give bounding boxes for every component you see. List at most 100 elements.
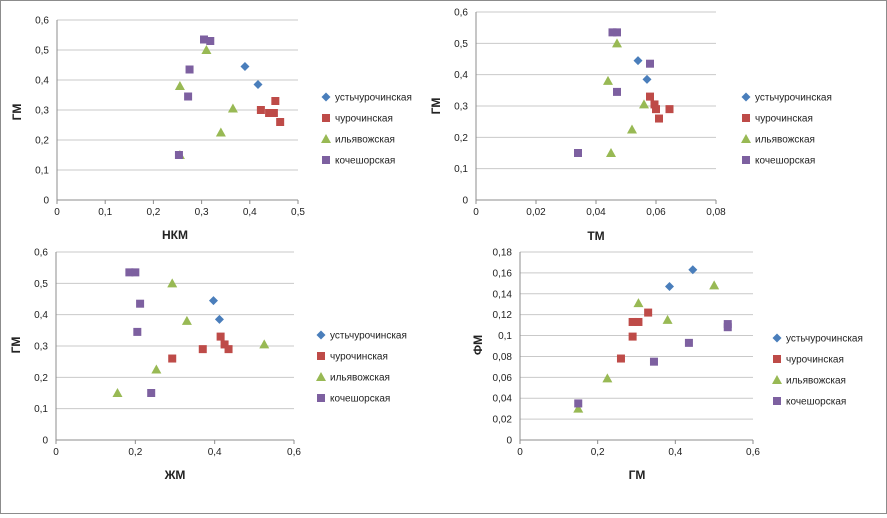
y-axis-title: ГМ [429,98,443,115]
data-point-ilyavozhskaya [215,127,226,137]
legend-label: чурочинская [335,114,393,125]
data-point-churochinskaya [628,317,637,326]
legend-marker-ilyavozhskaya [321,134,331,143]
data-point-churochinskaya [216,332,225,341]
data-point-ilyavozhskaya [167,278,178,288]
data-point-ustchurochinskaya [688,265,698,275]
data-point-kocheshorskaya [613,87,621,96]
data-point-ilyavozhskaya [627,124,637,134]
y-tick-label: 0,5 [454,39,468,50]
x-tick-label: 0,6 [287,447,301,458]
data-point-churochinskaya [224,345,233,354]
data-point-kocheshorskaya [125,268,134,277]
legend-marker-kocheshorskaya [322,156,330,164]
data-point-ilyavozhskaya [227,103,238,113]
data-point-ilyavozhskaya [151,364,162,374]
data-point-ustchurochinskaya [208,296,218,306]
chart-fm-vs-gm: 0 0,02 0,04 0,06 0,08 0,1 0,12 0,14 0,16 0,18 0 0,2… [471,248,863,483]
data-point-churochinskaya [220,340,229,349]
data-point-ustchurochinskaya [240,62,250,71]
legend-label: кочешорская [335,156,395,167]
data-point-ilyavozhskaya [639,99,649,109]
legend-label: чурочинская [330,352,388,363]
legend-marker-churochinskaya [322,114,330,122]
data-point-churochinskaya [256,106,265,114]
y-tick-label: 0,3 [35,106,49,117]
data-point-ilyavozhskaya [709,280,720,290]
legend-label: кочешорская [330,394,390,405]
legend-label: ильявожская [786,376,846,387]
legend-label: ильявожская [335,135,395,146]
y-tick-label: 0,4 [454,70,468,81]
x-axis-title: ГМ [629,468,646,482]
y-tick-label: 0,1 [34,404,48,415]
chart-gm-vs-tm: 0 0,1 0,2 0,3 0,4 0,5 0,6 0 0,02 0,04 0,06 0,08 ТМ ГМ… [429,8,832,244]
x-tick-label: 0,2 [146,207,160,218]
y-tick-label: 0,1 [454,164,468,175]
x-tick-label: 0,6 [746,447,760,458]
y-tick-label: 0,4 [35,76,49,87]
legend-label: чурочинская [755,114,813,125]
y-tick-label: 0,1 [498,331,512,342]
x-tick-label: 0 [473,207,479,218]
legend-marker-ilyavozhskaya [772,375,782,384]
legend-marker-kocheshorskaya [317,394,325,402]
x-tick-label: 0,4 [208,447,222,458]
x-tick-label: 0,1 [98,207,112,218]
legend-marker-ustchurochinskaya [321,92,331,102]
y-tick-label: 0 [43,196,49,207]
data-point-churochinskaya [168,354,177,363]
x-axis-title: НКМ [162,228,188,242]
y-tick-label: 0 [506,436,512,447]
data-point-churochinskaya [198,345,207,354]
data-point-ustchurochinskaya [214,314,224,324]
y-tick-label: 0,2 [35,136,49,147]
chart-gm-vs-nkm: 0 0,1 0,2 0,3 0,4 0,5 0,6 0 0,1 0,2 0,3 0,4 0,5 НКМ ГМ… [10,16,412,243]
y-tick-label: 0,3 [454,102,468,113]
data-point-churochinskaya [665,105,674,114]
data-point-churochinskaya [646,92,654,101]
data-point-kocheshorskaya [613,28,621,37]
data-point-churochinskaya [644,308,653,317]
x-tick-label: 0 [53,447,59,458]
x-tick-label: 0,06 [646,207,666,218]
data-point-churochinskaya [276,118,285,126]
y-axis-title: ГМ [10,104,24,121]
y-tick-label: 0,6 [35,16,49,27]
data-point-kocheshorskaya [136,299,145,308]
data-point-ilyavozhskaya [612,38,622,48]
data-point-kocheshorskaya [185,65,194,74]
legend-marker-churochinskaya [317,352,325,360]
y-tick-label: 0,08 [493,352,513,363]
y-tick-label: 0,12 [493,310,513,321]
data-point-kocheshorskaya [723,320,732,329]
chart-gm-vs-zhm: 0 0,1 0,2 0,3 0,4 0,5 0,6 0 0,2 0,4 0,6 ЖМ ГМ устьчур… [9,248,407,483]
x-tick-label: 0,02 [526,207,546,218]
x-axis-title: ЖМ [164,468,186,482]
x-axis-title: ТМ [587,229,604,243]
y-tick-label: 0,02 [493,415,513,426]
data-point-ustchurochinskaya [665,281,675,291]
x-tick-label: 0,08 [706,207,726,218]
x-tick-label: 0,04 [586,207,606,218]
data-point-churochinskaya [616,354,625,363]
data-point-kocheshorskaya [184,92,193,101]
y-tick-label: 0,04 [493,394,513,405]
data-point-kocheshorskaya [608,28,617,37]
x-tick-label: 0,4 [243,207,257,218]
data-point-ustchurochinskaya [642,74,652,84]
legend-label: ильявожская [330,373,390,384]
data-point-kocheshorskaya [574,149,582,157]
data-point-churochinskaya [634,317,643,326]
data-point-churochinskaya [269,109,278,117]
legend-marker-ilyavozhskaya [741,134,751,143]
y-tick-label: 0,06 [493,373,513,384]
y-tick-label: 0,6 [34,248,48,259]
data-point-kocheshorskaya [200,35,209,44]
legend-marker-kocheshorskaya [773,397,781,405]
data-point-ilyavozhskaya [602,373,613,383]
x-tick-label: 0,2 [591,447,605,458]
data-point-kocheshorskaya [649,357,658,366]
legend-label: кочешорская [786,397,846,408]
data-point-ilyavozhskaya [259,339,270,349]
